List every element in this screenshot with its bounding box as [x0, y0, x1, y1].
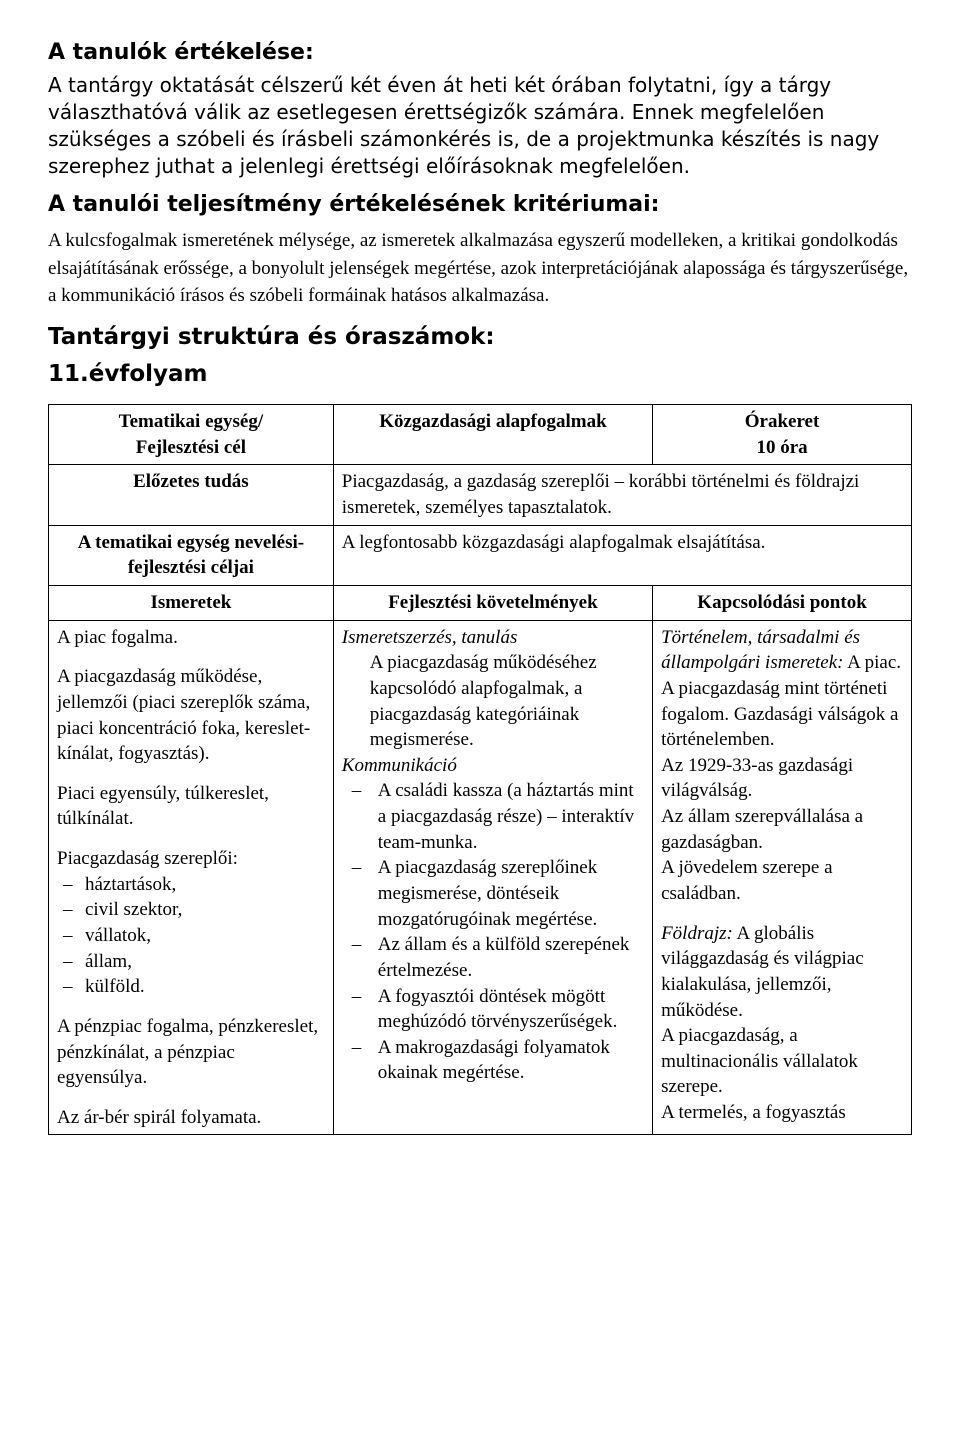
paragraph-criteria: A kulcsfogalmak ismeretének mélysége, az… [48, 227, 912, 310]
cell-prior-knowledge: Piacgazdaság, a gazdaság szereplői – kor… [333, 465, 911, 525]
cell-unit-title: Közgazdasági alapfogalmak [333, 405, 652, 465]
cell-goals-label: A tematikai egység nevelési-fejlesztési … [49, 525, 334, 585]
list-item: külföld. [85, 974, 325, 1000]
heading-evaluation: A tanulók értékelése: [48, 38, 912, 68]
cell-hours: Órakeret10 óra [653, 405, 912, 465]
header-fejlesztesi: Fejlesztési követelmények [333, 585, 652, 620]
heading-structure: Tantárgyi struktúra és óraszámok: [48, 322, 912, 353]
header-kapcsolodasi: Kapcsolódási pontok [653, 585, 912, 620]
list-item: háztartások, [85, 872, 325, 898]
list-item: A fogyasztói döntések mögött meghúzódó t… [378, 984, 644, 1035]
list-item: A piacgazdaság szereplőinek megismerése,… [378, 855, 644, 932]
cell-fejlesztesi-content: Ismeretszerzés, tanulás A piacgazdaság m… [333, 620, 652, 1135]
curriculum-table: Tematikai egység/Fejlesztési cél Közgazd… [48, 404, 912, 1135]
cell-goals: A legfontosabb közgazdasági alapfogalmak… [333, 525, 911, 585]
cell-ismeretek-content: A piac fogalma. A piacgazdaság működése,… [49, 620, 334, 1135]
list-item: Az állam és a külföld szerepének értelme… [378, 932, 644, 983]
list-item: A családi kassza (a háztartás mint a pia… [378, 778, 644, 855]
list-item: vállatok, [85, 923, 325, 949]
list-item: civil szektor, [85, 897, 325, 923]
paragraph-evaluation: A tantárgy oktatását célszerű két éven á… [48, 72, 912, 180]
heading-criteria: A tanulói teljesítmény értékelésének kri… [48, 190, 912, 220]
list-item: A makrogazdasági folyamatok okainak megé… [378, 1035, 644, 1086]
cell-kapcsolodasi-content: Történelem, társadalmi és állampolgári i… [653, 620, 912, 1135]
list-item: állam, [85, 949, 325, 975]
cell-unit-label: Tematikai egység/Fejlesztési cél [49, 405, 334, 465]
cell-prior-knowledge-label: Előzetes tudás [49, 465, 334, 525]
header-ismeretek: Ismeretek [49, 585, 334, 620]
heading-grade: 11.évfolyam [48, 359, 912, 390]
